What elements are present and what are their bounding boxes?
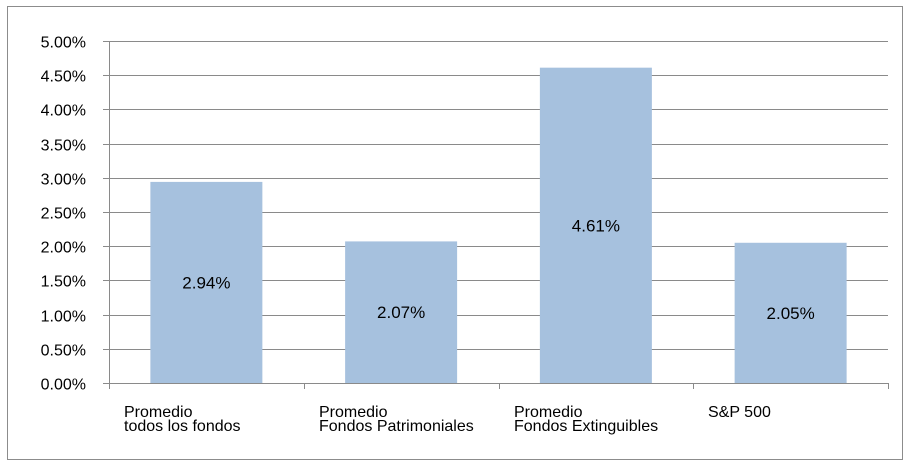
data-label: 2.94% [182, 273, 230, 292]
y-tick-label: 5.00% [41, 35, 86, 52]
y-tick-label: 2.50% [41, 206, 86, 223]
bar [539, 67, 652, 384]
category-label-line: Promedio [124, 404, 193, 421]
category-label-line: Fondos Patrimoniales [319, 418, 474, 435]
y-tick-label: 2.00% [41, 240, 86, 257]
data-label: 2.05% [767, 304, 815, 323]
data-labels: 2.94% 2.07% 4.61% 2.05% [182, 216, 814, 323]
category-label: Promedio Fondos Extinguibles [514, 404, 658, 435]
y-tick-labels: 0.00% 0.50% 1.00% 1.50% 2.00% 2.50% 3.00% 3.50%… [41, 35, 86, 394]
bar [150, 181, 263, 383]
y-tick-label: 1.00% [41, 309, 86, 326]
data-label: 2.07% [377, 303, 425, 322]
category-label-line: Fondos Extinguibles [514, 418, 658, 435]
y-tick-label: 3.50% [41, 138, 86, 155]
y-tick-label: 0.00% [41, 377, 86, 394]
y-tick-label: 0.50% [41, 343, 86, 360]
category-label: Promedio Fondos Patrimoniales [319, 404, 474, 435]
category-label-line: S&P 500 [708, 404, 771, 421]
category-label-line: Promedio [514, 404, 583, 421]
y-tick-label: 4.50% [41, 69, 86, 86]
category-label-line: todos los fondos [124, 418, 241, 435]
axes [103, 41, 889, 389]
bar [734, 242, 847, 383]
bar [345, 241, 458, 383]
y-tick-label: 4.00% [41, 103, 86, 120]
bars [150, 67, 847, 384]
y-tick-label: 3.00% [41, 172, 86, 189]
y-tick-label: 1.50% [41, 274, 86, 291]
category-label: S&P 500 [708, 404, 771, 421]
category-label: Promedio todos los fondos [124, 404, 241, 435]
data-label: 4.61% [572, 216, 620, 235]
category-label-line: Promedio [319, 404, 388, 421]
